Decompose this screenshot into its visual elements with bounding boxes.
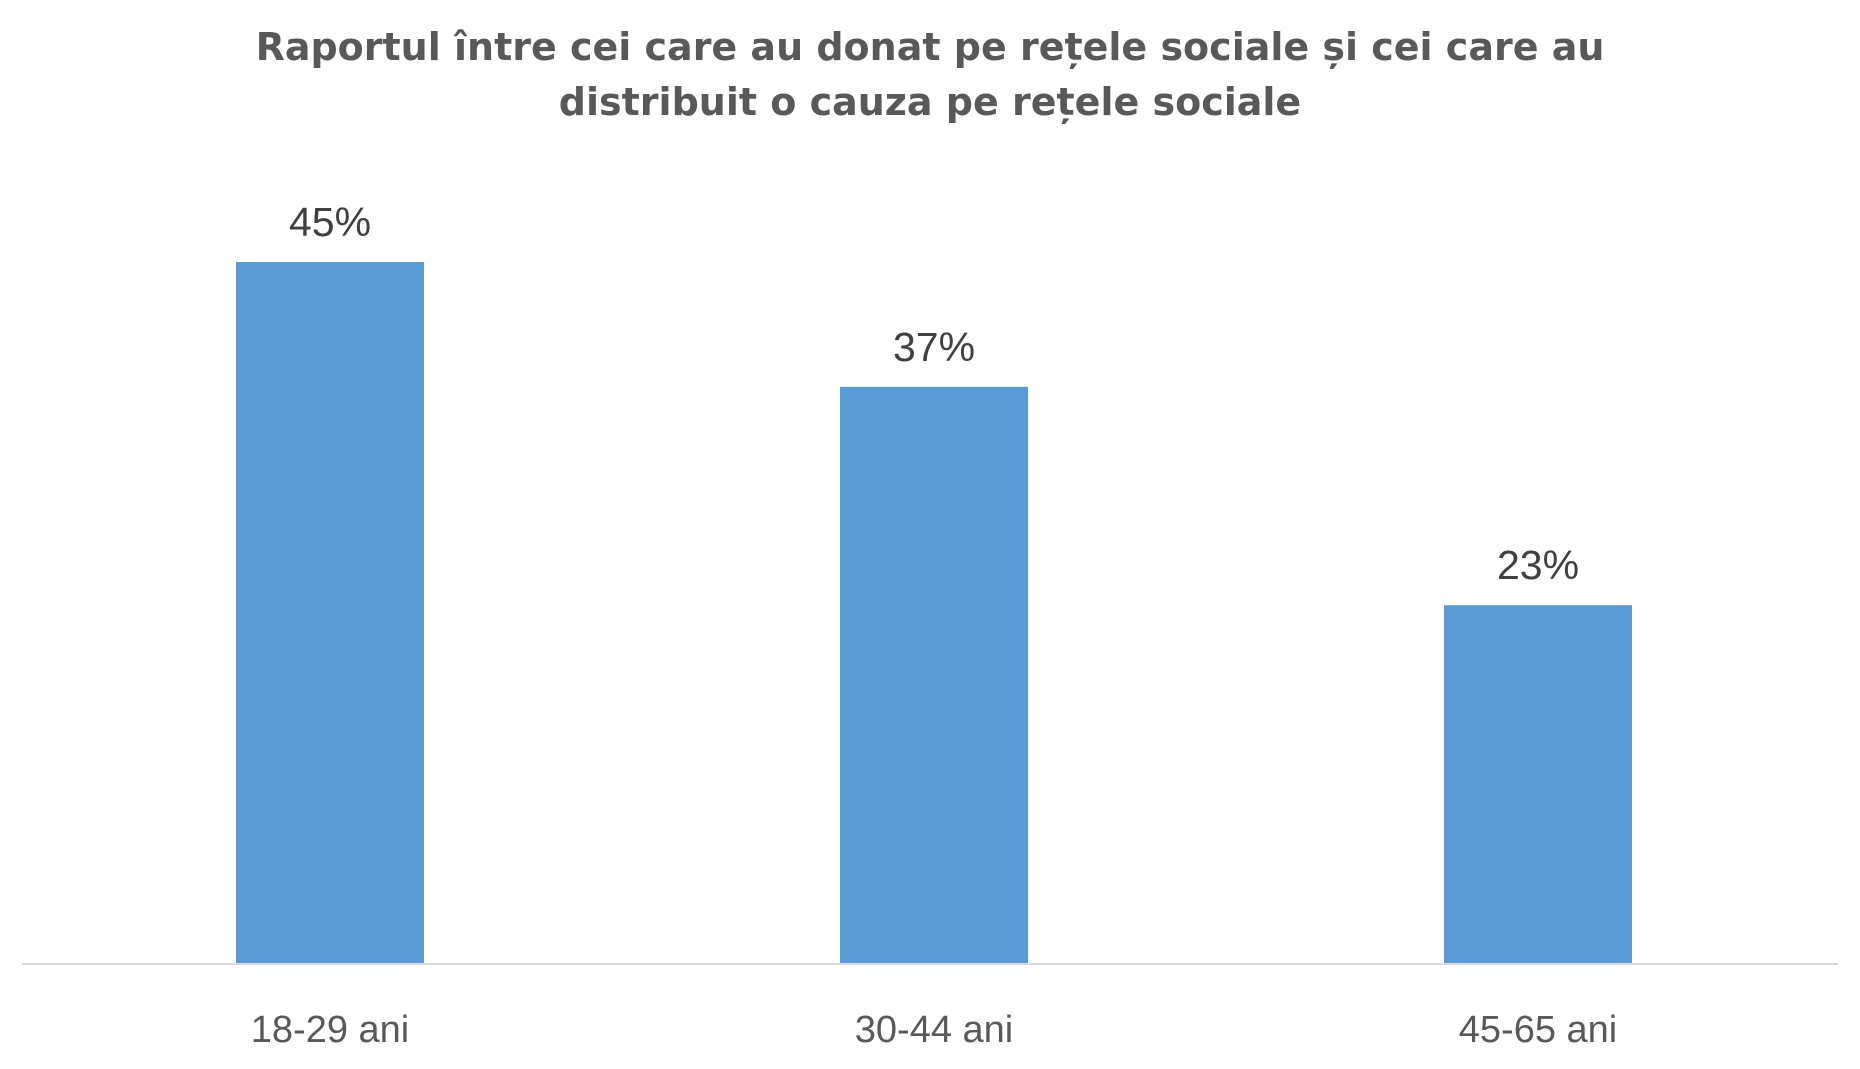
chart-title: Raportul între cei care au donat pe rețe…: [256, 25, 1605, 124]
category-label-2: 30-44 ani: [855, 1009, 1013, 1051]
category-label-1: 18-29 ani: [251, 1009, 409, 1051]
data-labels-group: 45% 37% 23%: [289, 199, 1579, 588]
data-label-2: 37%: [893, 324, 975, 370]
chart-title-line-1: Raportul între cei care au donat pe rețe…: [256, 25, 1605, 69]
bar-1: [236, 262, 424, 964]
chart-title-line-2: distribuit o cauza pe rețele sociale: [559, 80, 1301, 124]
data-label-3: 23%: [1497, 542, 1579, 588]
category-labels-group: 18-29 ani 30-44 ani 45-65 ani: [251, 1009, 1617, 1051]
category-label-3: 45-65 ani: [1459, 1009, 1617, 1051]
bar-3: [1444, 605, 1632, 964]
bars-group: [236, 262, 1632, 964]
bar-2: [840, 386, 1028, 964]
data-label-1: 45%: [289, 199, 371, 245]
